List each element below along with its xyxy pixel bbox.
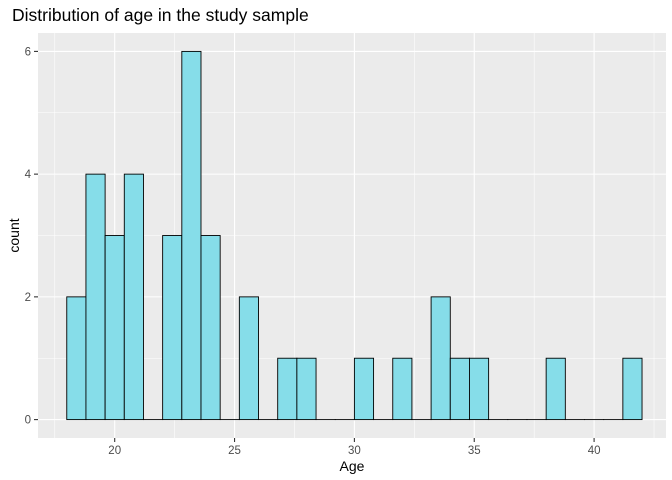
histogram-bar bbox=[277, 357, 298, 421]
histogram-bar bbox=[238, 296, 259, 421]
y-tick-label: 0 bbox=[25, 415, 31, 427]
x-tick-label: 25 bbox=[228, 445, 241, 457]
y-tick-label: 4 bbox=[25, 169, 32, 181]
y-axis: 0 2 4 6 bbox=[25, 46, 38, 427]
histogram-bars bbox=[66, 50, 643, 421]
x-tick-label: 40 bbox=[588, 445, 601, 457]
histogram-bar bbox=[392, 357, 413, 421]
x-axis-title: Age bbox=[340, 458, 365, 474]
chart-title: Distribution of age in the study sample bbox=[12, 5, 309, 25]
histogram-bar bbox=[353, 357, 375, 421]
histogram-bar bbox=[449, 357, 470, 421]
histogram-bar bbox=[162, 235, 183, 421]
histogram-bar bbox=[66, 296, 87, 421]
histogram-bar bbox=[104, 235, 125, 421]
histogram-bar bbox=[200, 235, 221, 421]
histogram-bar bbox=[296, 357, 317, 421]
y-tick-label: 2 bbox=[25, 292, 31, 304]
x-tick-label: 35 bbox=[468, 445, 481, 457]
histogram-bar bbox=[545, 357, 566, 421]
minor-gridlines bbox=[38, 33, 666, 438]
x-tick-label: 30 bbox=[348, 445, 361, 457]
y-axis-title: count bbox=[6, 218, 22, 252]
histogram-bar bbox=[123, 173, 144, 421]
histogram-bar bbox=[181, 50, 202, 421]
histogram-bar bbox=[430, 296, 451, 421]
histogram-bar bbox=[85, 173, 106, 421]
x-tick-label: 20 bbox=[108, 445, 121, 457]
y-tick-label: 6 bbox=[25, 46, 31, 58]
histogram-bar bbox=[469, 357, 490, 421]
histogram-bar bbox=[622, 357, 643, 421]
x-axis: 20 25 30 35 40 bbox=[108, 438, 600, 457]
